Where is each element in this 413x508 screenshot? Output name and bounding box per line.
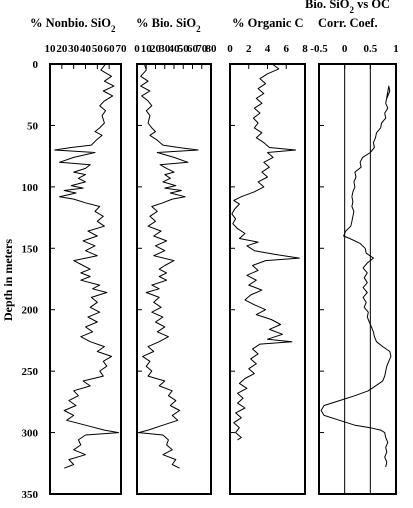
x-tick-label: 60 (187, 43, 199, 55)
x-tick-label: 50 (178, 43, 190, 55)
series-line (320, 85, 392, 468)
x-tick-label: 20 (150, 43, 162, 55)
y-tick-label: 100 (22, 182, 39, 194)
panel-frame (318, 63, 397, 495)
y-axis-label: Depth in meters (1, 239, 15, 321)
x-tick-label: 10 (141, 43, 153, 55)
y-tick-label: 300 (22, 428, 39, 440)
panel-title: % Bio. SiO2 (136, 16, 201, 34)
x-tick-label: 10 (45, 43, 57, 55)
x-tick-label: 0 (227, 43, 233, 55)
y-tick-label: 200 (22, 305, 39, 317)
y-tick-label: 0 (33, 59, 39, 71)
x-tick-label: 6 (284, 43, 290, 55)
y-tick-label: 150 (22, 243, 39, 255)
series-line (138, 63, 199, 469)
panel-title: % Nonbio. SiO2 (30, 16, 116, 34)
panel-title: % Organic C (232, 16, 304, 30)
y-tick-label: 350 (22, 489, 39, 501)
x-tick-label: 30 (159, 43, 171, 55)
x-tick-label: 40 (80, 43, 92, 55)
series-line (231, 63, 300, 441)
x-tick-label: 70 (116, 43, 128, 55)
x-tick-label: 70 (196, 43, 208, 55)
x-tick-label: 60 (104, 43, 116, 55)
x-tick-label: 20 (56, 43, 68, 55)
panel-title: Bio. SiO2 vs OC (305, 0, 390, 15)
x-tick-label: 1 (393, 43, 399, 55)
y-axis: Depth in meters 0 50 100 150 200 250 300 350 (1, 59, 39, 501)
panel-3: % Organic C 0 2 4 6 8 (227, 16, 308, 495)
x-tick-label: 2 (246, 43, 252, 55)
x-tick-label: 0 (342, 43, 348, 55)
x-tick-label: 40 (169, 43, 181, 55)
y-tick-labels: 0 50 100 150 200 250 300 350 (22, 59, 39, 501)
x-tick-label: 80 (206, 43, 218, 55)
panel-frame (229, 63, 306, 495)
panel-title: Corr. Coef. (318, 16, 378, 30)
x-tick-label: 4 (265, 43, 271, 55)
series-line (54, 63, 120, 469)
x-tick-label: 50 (92, 43, 104, 55)
x-tick-label: 0 (134, 43, 140, 55)
y-tick-label: 50 (27, 120, 39, 132)
panel-frame (136, 63, 212, 495)
y-tick-label: 250 (22, 366, 39, 378)
x-tick-label: -0.5 (310, 43, 328, 55)
x-tick-label: 8 (302, 43, 308, 55)
panel-frame (49, 63, 122, 495)
x-tick-label: 30 (68, 43, 80, 55)
x-tick-label: 0.5 (363, 43, 377, 55)
